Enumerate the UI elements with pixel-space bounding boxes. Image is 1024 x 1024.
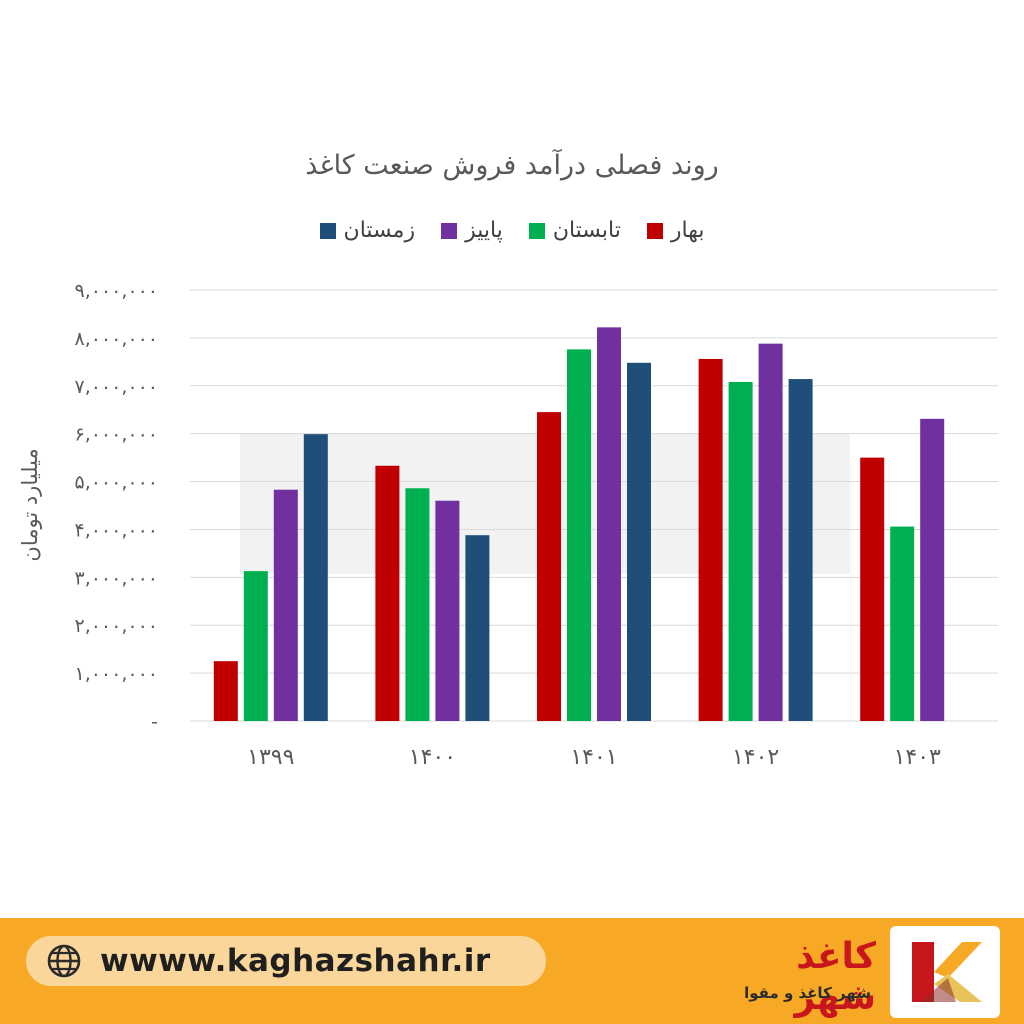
y-tick-label: ۲,۰۰۰,۰۰۰ <box>74 615 158 637</box>
bar <box>435 500 460 721</box>
bar <box>213 661 238 721</box>
y-tick-label: ۷,۰۰۰,۰۰۰ <box>74 376 158 398</box>
bar <box>788 379 813 721</box>
globe-icon <box>47 944 81 978</box>
y-tick-label: - <box>151 711 158 733</box>
bar <box>537 412 561 721</box>
x-tick-label: ۱۴۰۰ <box>409 745 456 770</box>
bar <box>860 457 885 721</box>
x-tick-label: ۱۴۰۱ <box>570 745 617 770</box>
bar <box>627 362 651 721</box>
brand-logo <box>890 926 1000 1018</box>
bar <box>728 381 753 721</box>
bar <box>920 418 945 721</box>
chart-plot: - ۱,۰۰۰,۰۰۰ ۲,۰۰۰,۰۰۰ ۳,۰۰۰,۰۰۰ ۴,۰۰۰,۰۰۰ ۵,۰… <box>74 280 998 770</box>
bar <box>375 465 400 721</box>
y-tick-label: ۶,۰۰۰,۰۰۰ <box>74 424 158 446</box>
bar <box>597 327 621 721</box>
chart-legend: بهار تابستان پاییز زمستان <box>0 218 1024 243</box>
brand-subtitle: شهر کاغذ و مقوا <box>744 984 871 1002</box>
bar <box>465 535 490 721</box>
legend-label: پاییز <box>465 218 503 243</box>
y-tick-label: ۸,۰۰۰,۰۰۰ <box>74 328 158 350</box>
x-tick-label: ۱۴۰۳ <box>894 745 941 770</box>
y-tick-label: ۹,۰۰۰,۰۰۰ <box>74 280 158 302</box>
legend-item: تابستان <box>528 218 621 243</box>
x-tick-label: ۱۳۹۹ <box>247 745 294 770</box>
x-tick-label: ۱۴۰۲ <box>732 745 779 770</box>
legend-swatch <box>441 222 458 239</box>
y-tick-label: ۱,۰۰۰,۰۰۰ <box>74 663 158 685</box>
chart-title: روند فصلی درآمد فروش صنعت کاغذ <box>305 150 719 181</box>
k-logo-icon <box>912 942 982 1002</box>
bar <box>405 488 430 721</box>
bar <box>273 489 298 721</box>
bar <box>243 571 268 721</box>
y-tick-label: ۵,۰۰۰,۰۰۰ <box>74 472 158 494</box>
legend-label: بهار <box>670 218 705 243</box>
bar <box>567 349 591 721</box>
legend-swatch <box>319 222 336 239</box>
bar <box>758 343 783 721</box>
y-tick-label: ۳,۰۰۰,۰۰۰ <box>74 567 158 589</box>
legend-swatch <box>646 222 663 239</box>
brand-name: کاغذ شهر <box>794 936 876 1018</box>
bar <box>698 358 723 721</box>
legend-item: زمستان <box>319 218 416 243</box>
legend-label: تابستان <box>552 218 621 243</box>
bar <box>303 434 328 721</box>
website-url[interactable]: wwww.kaghazshahr.ir <box>100 943 491 979</box>
legend-swatch <box>528 222 545 239</box>
legend-item: پاییز <box>441 218 503 243</box>
legend-item: بهار <box>646 218 705 243</box>
legend-label: زمستان <box>343 218 416 243</box>
website-pill[interactable]: wwww.kaghazshahr.ir <box>26 936 546 986</box>
y-tick-label: ۴,۰۰۰,۰۰۰ <box>74 519 158 541</box>
bar <box>890 526 915 721</box>
